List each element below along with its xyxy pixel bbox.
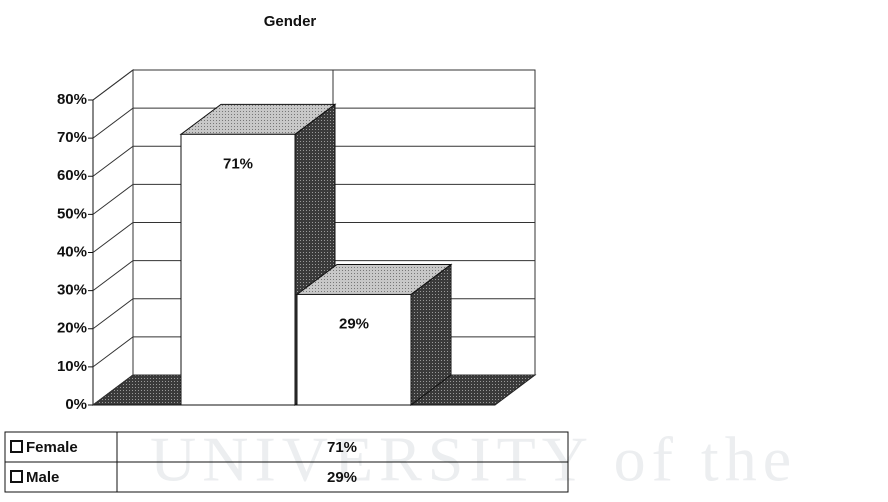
bar [296,293,412,406]
table-value: 29% [327,469,357,486]
y-tick-label: 0% [65,396,87,413]
grid-line [92,107,535,139]
y-tick-label: 70% [57,129,87,146]
grid-line [92,260,535,292]
data-label: 71% [223,155,253,172]
table-value: 71% [327,439,357,456]
grid-line [92,222,535,253]
legend-swatch [10,440,23,453]
grid-line [92,183,535,215]
legend-swatch [10,470,23,483]
y-tick-label: 40% [57,243,87,260]
legend-label: Male [26,469,59,486]
legend-label: Female [26,439,78,456]
y-tick-label: 60% [57,167,87,184]
y-tick-label: 10% [57,358,87,375]
table-cell [116,461,569,493]
data-table: Female 71% Male 29% [4,431,569,493]
grid-line [92,69,535,101]
grid-line [92,145,535,177]
y-tick-label: 50% [57,205,87,222]
chart-title: Gender [264,13,317,30]
y-tick-label: 20% [57,320,87,337]
y-tick-label: 80% [57,91,87,108]
watermark: UNIVERSITY of the [150,424,797,495]
y-tick-label: 30% [57,282,87,299]
bar [180,133,296,406]
data-label: 29% [339,315,369,332]
